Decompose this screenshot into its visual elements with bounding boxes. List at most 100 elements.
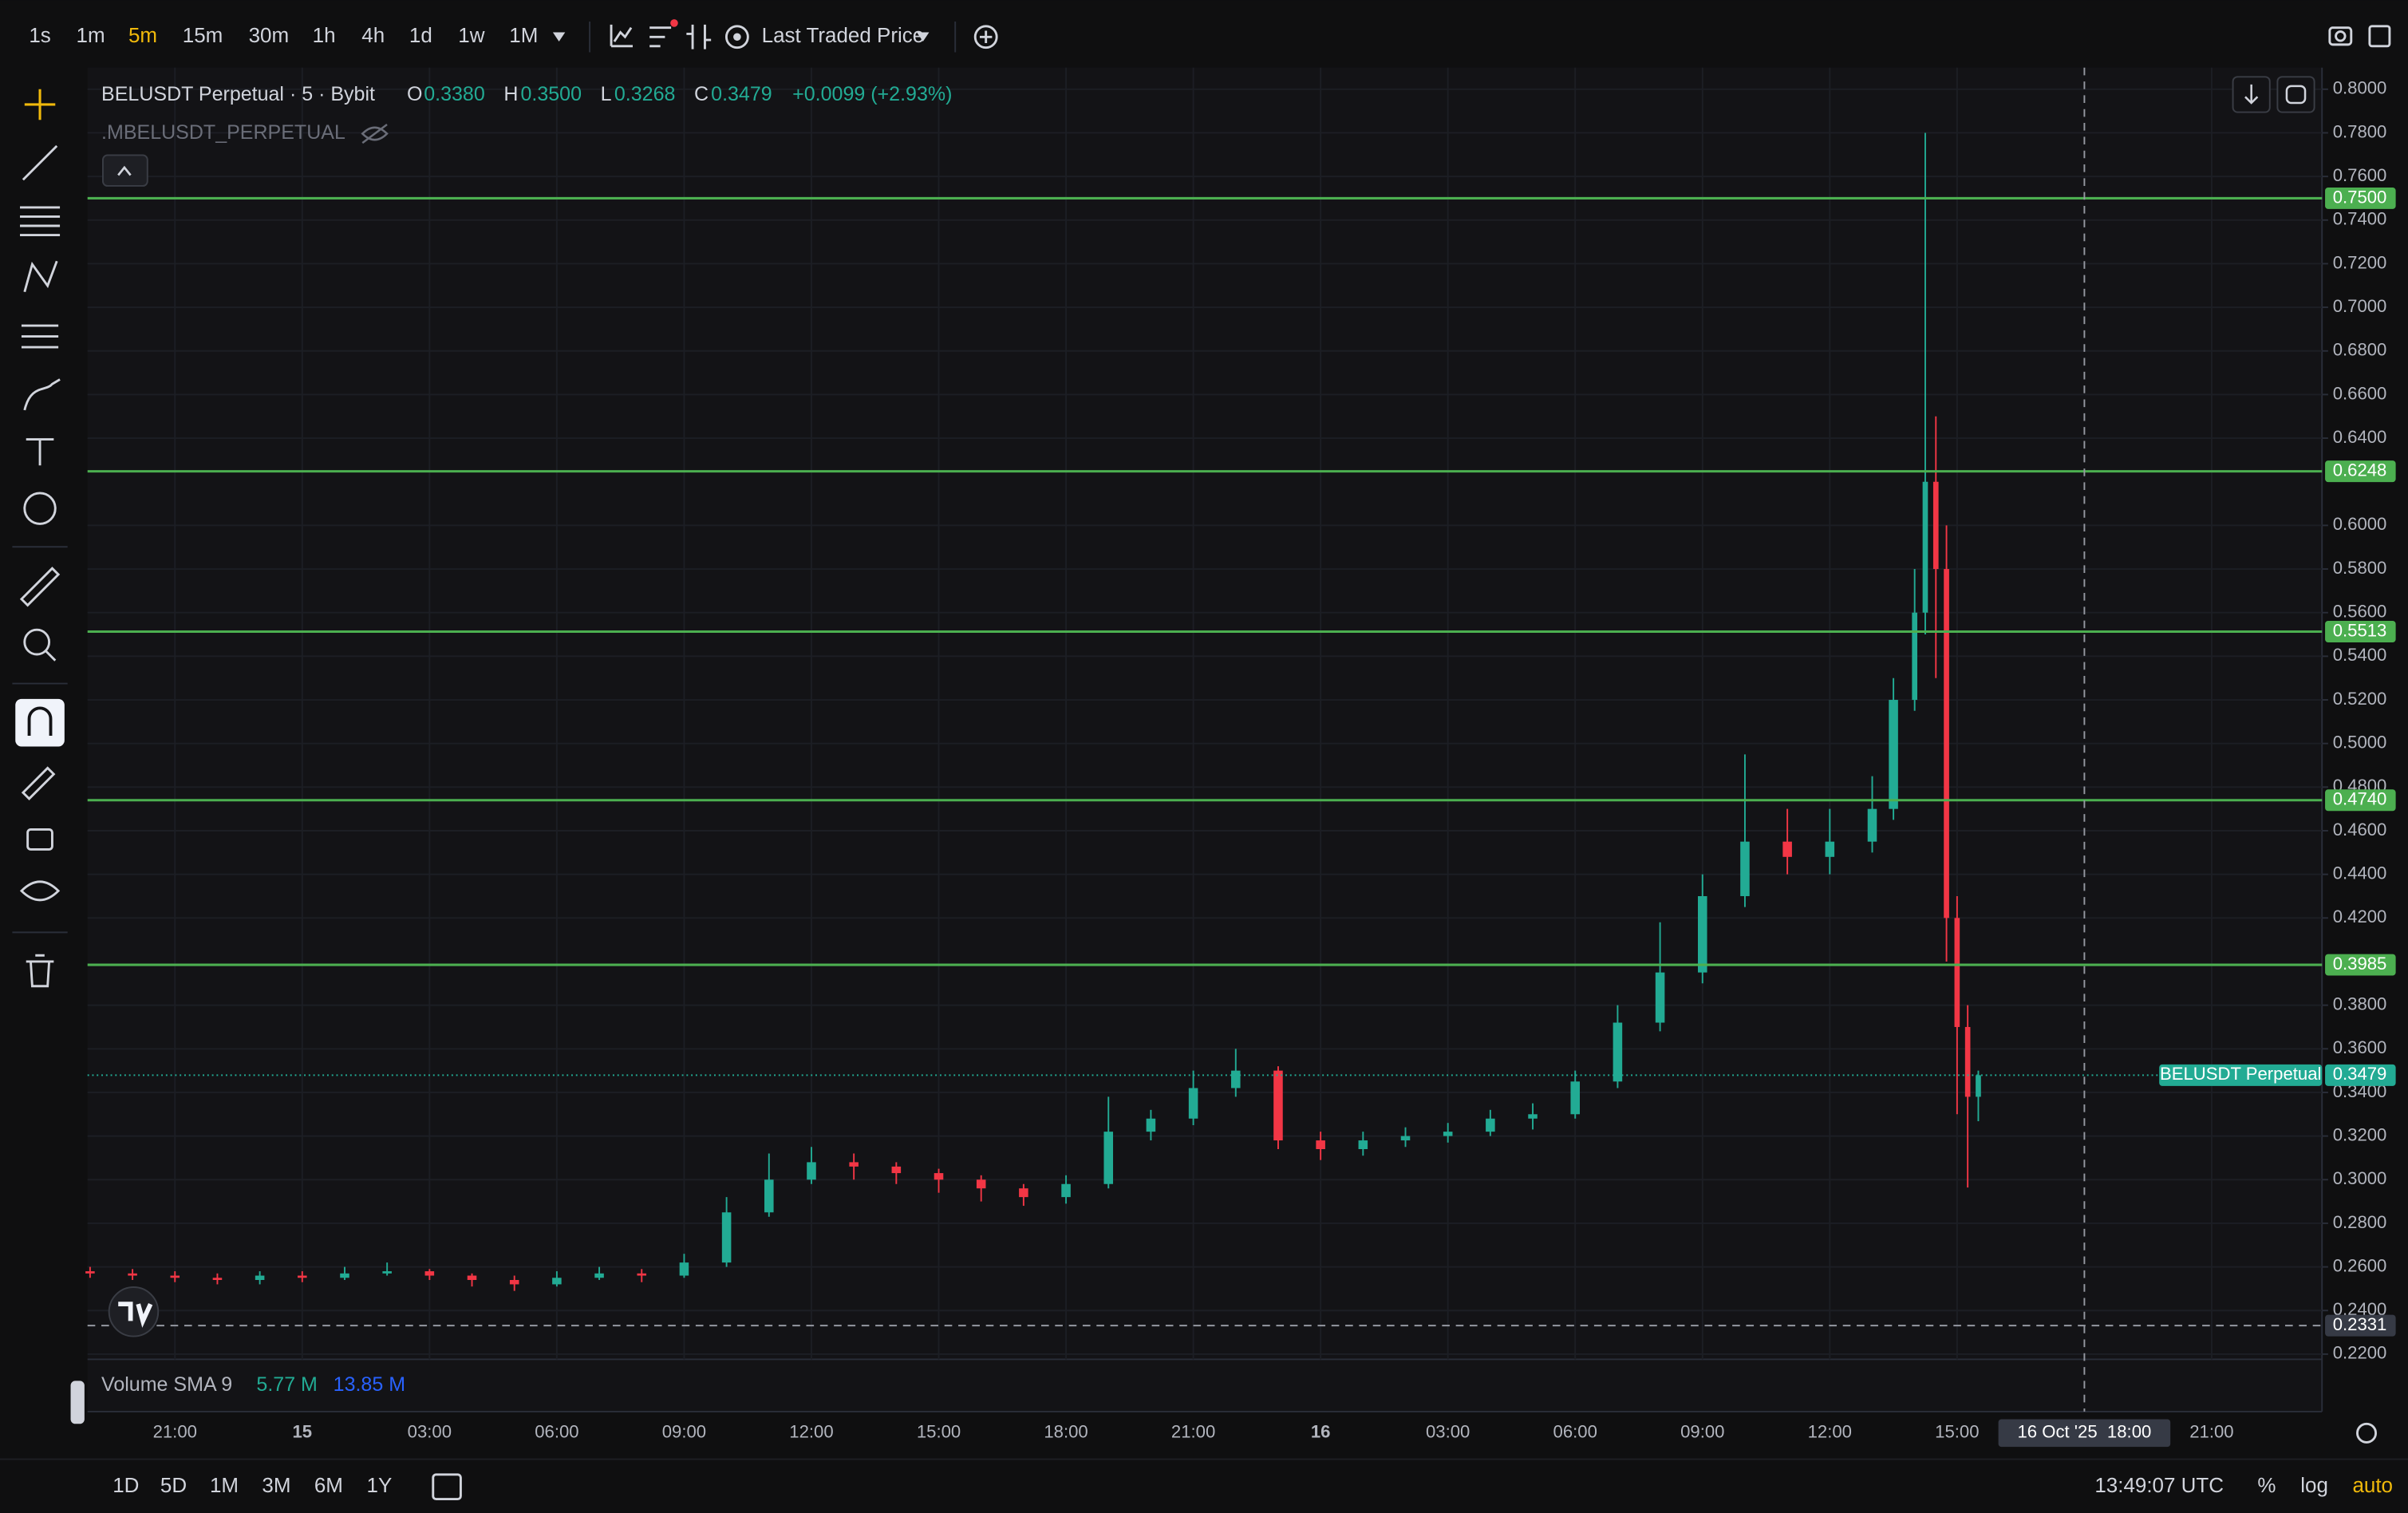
x-tick-label: 15:00 xyxy=(1935,1422,1979,1442)
crosshair-tool[interactable] xyxy=(24,89,56,120)
candle-body xyxy=(170,1275,180,1278)
last-price-name-box xyxy=(2159,1064,2323,1086)
y-tick-label: 0.6800 xyxy=(2333,340,2387,360)
candle-body xyxy=(467,1275,477,1280)
candle-body xyxy=(1655,972,1665,1023)
candle-body xyxy=(1358,1140,1368,1150)
magnet-icon xyxy=(27,706,53,737)
scale-option[interactable]: % xyxy=(2257,1473,2276,1497)
screenshot-icon[interactable] xyxy=(2328,26,2353,46)
date-range-icon[interactable] xyxy=(432,1473,462,1501)
chart-type-icon[interactable] xyxy=(610,24,633,48)
legend: BELUSDT Perpetual · 5 · Bybit O 0.3380 H… xyxy=(101,76,2315,1396)
last-price-name: BELUSDT Perpetual xyxy=(2160,1064,2322,1084)
level-label: 0.6248 xyxy=(2333,460,2387,480)
last-price-box xyxy=(2325,1064,2396,1086)
reset-button[interactable] xyxy=(2276,76,2315,113)
lock-tool[interactable] xyxy=(26,828,53,851)
range[interactable]: 6M xyxy=(314,1473,343,1497)
interval[interactable]: 30m xyxy=(249,23,290,47)
change: +0.0099 (+2.93%) xyxy=(792,83,952,105)
scroll-arrow xyxy=(2244,84,2259,105)
fib-tool[interactable] xyxy=(20,206,61,236)
y-tick-label: 0.4400 xyxy=(2333,863,2387,883)
zoom-tool[interactable] xyxy=(23,628,51,656)
stay-drawing-tool[interactable] xyxy=(21,766,56,800)
source-icon-dot xyxy=(733,33,741,41)
level-label-box xyxy=(2325,954,2396,976)
candle-body xyxy=(849,1162,859,1167)
range[interactable]: 1D xyxy=(113,1473,139,1497)
range[interactable]: 1Y xyxy=(367,1473,393,1497)
range[interactable]: 3M xyxy=(262,1473,290,1497)
y-tick-label: 0.5800 xyxy=(2333,558,2387,578)
delete-tool[interactable] xyxy=(26,954,54,988)
dropdown-arrow[interactable] xyxy=(917,32,930,42)
fullscreen-icon[interactable] xyxy=(2368,25,2391,48)
emoji-tool[interactable] xyxy=(23,492,57,525)
level-label: 0.7500 xyxy=(2333,187,2387,207)
ohlc-key: O xyxy=(407,83,422,105)
replay-icon[interactable] xyxy=(686,24,712,49)
candle-body xyxy=(1782,841,1792,857)
candle-body xyxy=(382,1271,392,1274)
x-tick-label: 03:00 xyxy=(1426,1422,1470,1442)
indicators-icon[interactable] xyxy=(649,26,672,48)
price-source[interactable]: Last Traded Price xyxy=(762,23,925,47)
interval[interactable]: 1d xyxy=(409,23,432,47)
collapse-tab[interactable] xyxy=(70,1381,85,1424)
interval-active[interactable]: 5m xyxy=(128,23,157,47)
candle-body xyxy=(1912,612,1918,701)
magnet-tool-active[interactable] xyxy=(15,698,65,747)
volume-name: Volume SMA 9 xyxy=(101,1373,232,1396)
candle-body xyxy=(1231,1070,1241,1088)
level-label-box xyxy=(2325,460,2396,483)
y-tick-label: 0.3800 xyxy=(2333,994,2387,1013)
interval[interactable]: 1s xyxy=(29,23,50,47)
level-label-box xyxy=(2325,621,2396,642)
candle-body xyxy=(721,1212,732,1263)
level-label: 0.3985 xyxy=(2333,954,2387,974)
x-tick-label: 09:00 xyxy=(1680,1422,1724,1442)
interval[interactable]: 1h xyxy=(313,23,336,47)
brush-tool[interactable] xyxy=(23,378,61,411)
collapse-arrow xyxy=(117,165,132,176)
last-price-label: 0.3479 xyxy=(2333,1064,2387,1084)
interval[interactable]: 1M xyxy=(509,23,538,47)
interval[interactable]: 1m xyxy=(77,23,105,47)
y-tick-label: 0.2200 xyxy=(2333,1343,2387,1363)
interval[interactable]: 15m xyxy=(183,23,223,47)
pattern-tool[interactable] xyxy=(23,260,58,293)
x-tick-label: 21:00 xyxy=(2189,1422,2233,1442)
y-tick-label: 0.2800 xyxy=(2333,1212,2387,1232)
interval[interactable]: 4h xyxy=(361,23,385,47)
candle-body xyxy=(1740,841,1750,896)
y-tick-label: 0.7600 xyxy=(2333,165,2387,185)
settings-icon[interactable] xyxy=(2356,1422,2378,1444)
collapse-button[interactable] xyxy=(101,154,148,187)
left-toolbar xyxy=(12,89,85,1424)
hide-tool[interactable] xyxy=(19,880,61,902)
ohlc-key: L xyxy=(601,83,612,105)
range[interactable]: 5D xyxy=(160,1473,187,1497)
candle-body xyxy=(1528,1114,1538,1119)
scale-option-active[interactable]: auto xyxy=(2352,1473,2393,1497)
add-icon[interactable] xyxy=(973,25,998,49)
logo[interactable] xyxy=(108,1286,160,1337)
clock[interactable]: 13:49:07 UTC xyxy=(2094,1473,2224,1497)
interval[interactable]: 1w xyxy=(458,23,484,47)
hidden-icon[interactable] xyxy=(361,123,389,144)
trendline-tool[interactable] xyxy=(22,144,58,181)
forecast-tool[interactable] xyxy=(21,324,59,349)
dropdown-arrow[interactable] xyxy=(552,32,566,42)
ruler-tool[interactable] xyxy=(19,567,61,607)
candle-body xyxy=(128,1273,137,1276)
x-tick-label: 06:00 xyxy=(535,1422,578,1442)
source-icon[interactable] xyxy=(724,25,749,49)
range[interactable]: 1M xyxy=(210,1473,239,1497)
y-tick-label: 0.7200 xyxy=(2333,252,2387,272)
text-tool[interactable] xyxy=(26,438,54,466)
crosshair-label-box xyxy=(1998,1419,2171,1448)
scale-option[interactable]: log xyxy=(2300,1473,2328,1497)
y-tick-label: 0.3200 xyxy=(2333,1124,2387,1144)
